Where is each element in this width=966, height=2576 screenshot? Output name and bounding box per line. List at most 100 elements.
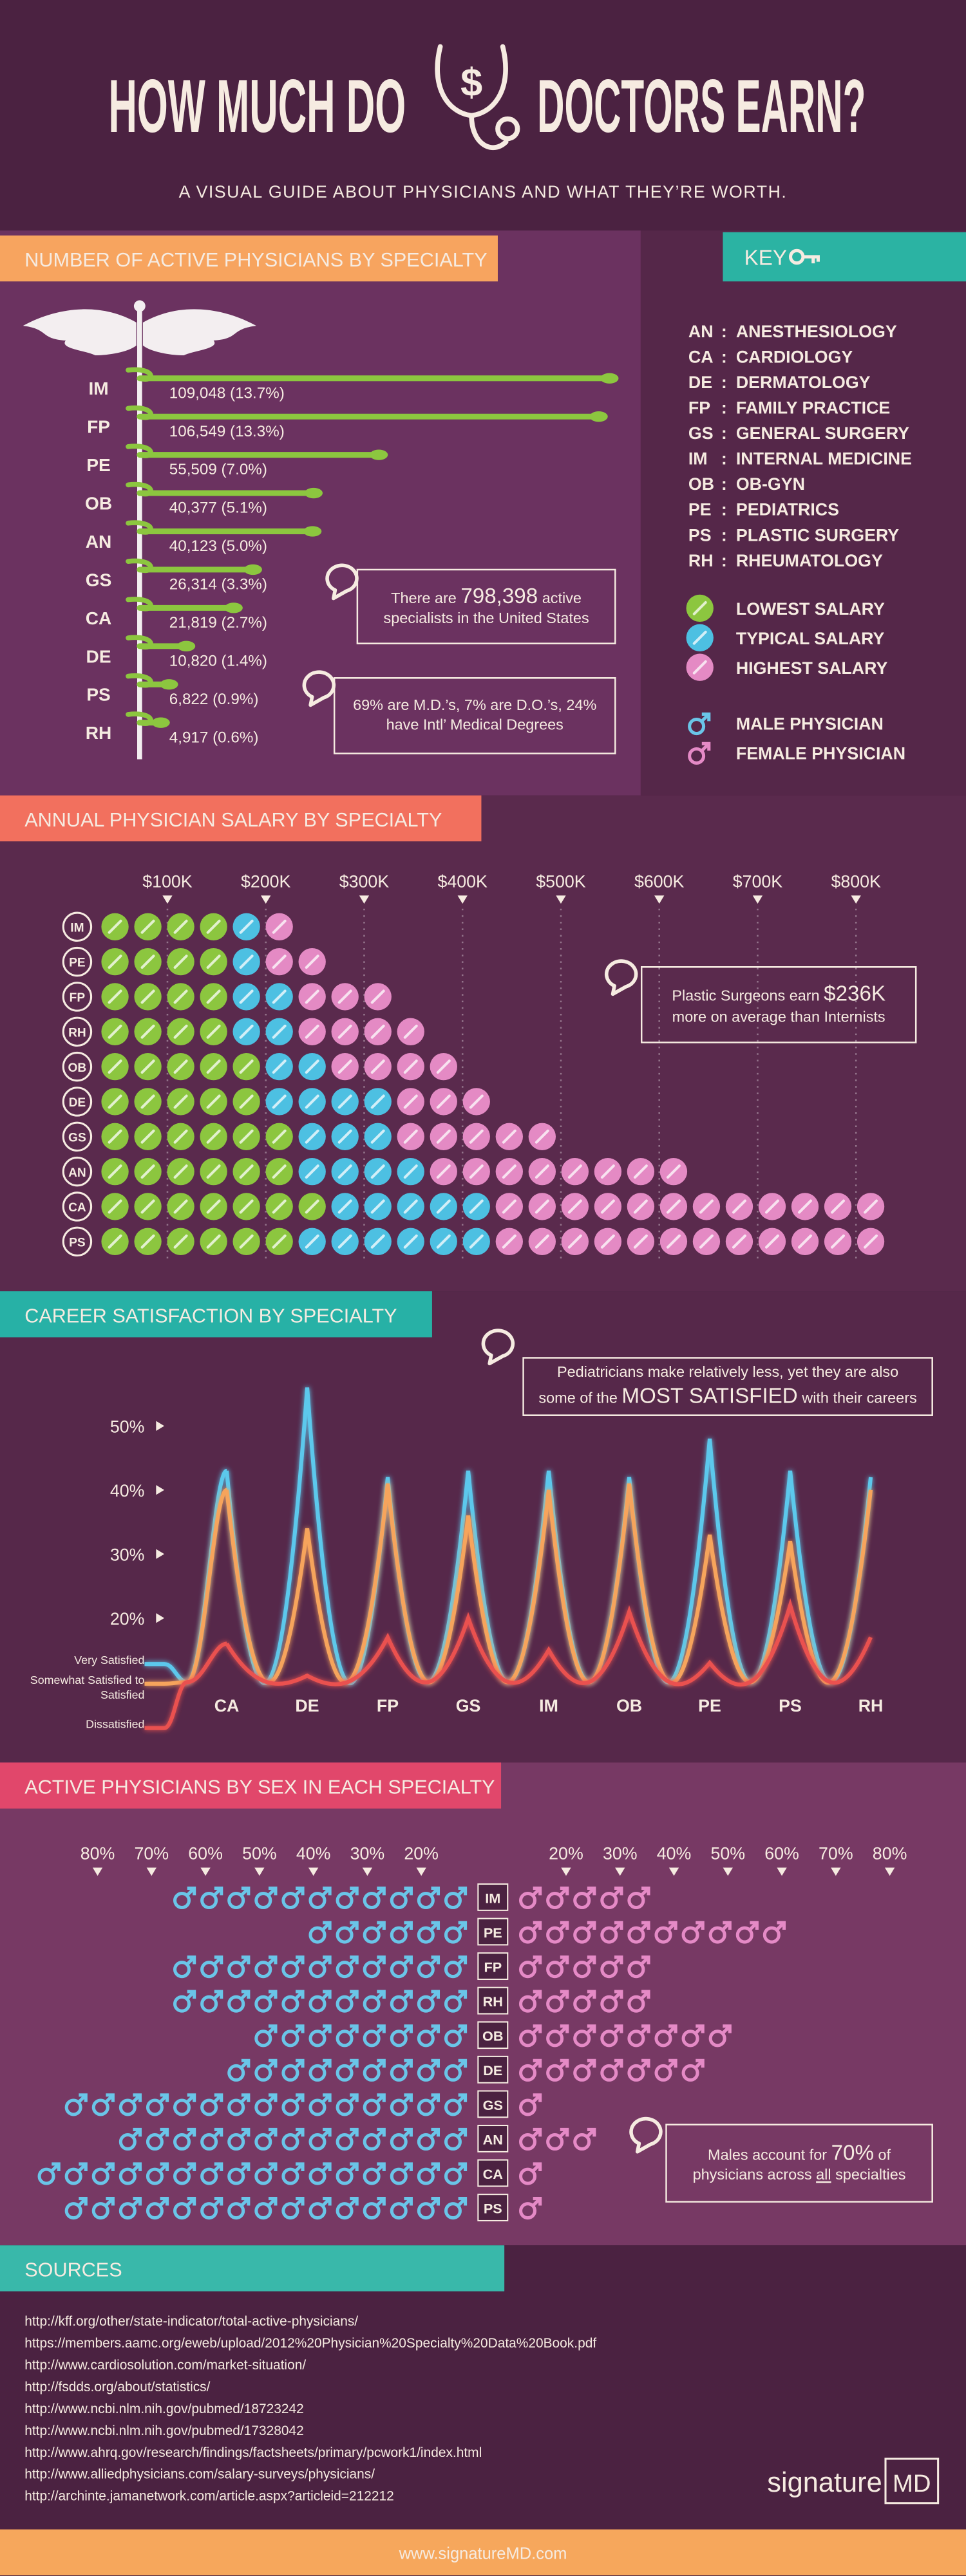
female-icon	[573, 2058, 596, 2082]
salary-dot-glyph	[140, 1059, 155, 1074]
male-icon-arrow	[457, 2127, 468, 2138]
male-icon-ring	[173, 1995, 191, 2013]
female-icon-ring	[573, 2064, 591, 2082]
salary-dot-glyph	[798, 1199, 812, 1214]
male-icon	[390, 2127, 413, 2151]
female-icon	[627, 1955, 650, 1979]
male-icon	[336, 2024, 359, 2048]
salary-dot-glyph	[108, 1024, 122, 1039]
female-icon-arrow	[558, 1955, 569, 1966]
salary-dots	[101, 1018, 227, 1045]
annotation-text: Males account for	[708, 2146, 831, 2163]
tick-mark	[615, 1867, 625, 1876]
category-label: AN	[68, 1166, 86, 1180]
salary-dots	[298, 1018, 424, 1045]
male-icon	[417, 2058, 440, 2082]
male-icon-ring	[363, 2030, 381, 2048]
male-icon	[146, 2196, 169, 2220]
male-icon-arrow	[104, 2093, 115, 2104]
key-code: AN	[688, 322, 714, 341]
key-separator: :	[721, 525, 727, 545]
series-label-text: Dissatisfied	[86, 1719, 145, 1731]
female-icon	[573, 1990, 596, 2013]
salary-dot-glyph	[403, 1164, 418, 1179]
salary-dot-glyph	[469, 1199, 484, 1214]
male-icon-arrow	[457, 2162, 468, 2173]
value-label: 55,509 (7.0%)	[169, 461, 267, 478]
male-icon-ring	[417, 1961, 435, 1979]
male-icon-ring	[417, 2167, 435, 2185]
bar-head	[303, 526, 322, 537]
male-icon-ring	[281, 2098, 299, 2116]
male-icon	[308, 2127, 332, 2151]
bar	[126, 673, 178, 690]
male-icon-arrow	[158, 2127, 169, 2138]
bar	[126, 405, 608, 422]
male-icon	[91, 2196, 115, 2220]
male-icon-arrow	[213, 1955, 223, 1966]
source-link: http://www.ahrq.gov/research/findings/fa…	[24, 2445, 482, 2460]
tick-mark	[416, 1867, 426, 1876]
salary-dot-glyph	[173, 1094, 188, 1109]
male-icon	[173, 1955, 196, 1979]
key-separator: :	[721, 500, 727, 519]
title: HOW MUCH DO	[108, 64, 406, 148]
male-icon	[417, 2093, 440, 2116]
female-icon-ring	[573, 2030, 591, 2048]
key-code: DE	[688, 373, 712, 392]
section-header	[0, 2245, 505, 2291]
salary-dot-glyph	[173, 1164, 188, 1179]
salary-dot-glyph	[370, 1059, 385, 1074]
male-icon-ring	[308, 2098, 327, 2116]
male-icon	[336, 1955, 359, 1979]
male-icon	[227, 2162, 251, 2185]
male-icon-arrow	[131, 2093, 142, 2104]
annotation-underline: all	[816, 2167, 831, 2184]
male-icon-arrow	[321, 1990, 332, 2001]
male-icon-ring	[200, 2098, 218, 2116]
female-icon-arrow	[612, 2058, 623, 2069]
salary-dot-glyph	[239, 1059, 254, 1074]
key-title: KEY	[744, 247, 787, 270]
male-icon-arrow	[402, 2162, 413, 2173]
salary-dot-glyph	[239, 1164, 254, 1179]
male-icon	[254, 1990, 278, 2013]
series-line	[225, 1598, 873, 1687]
female-icon	[627, 1990, 650, 2013]
male-icon-ring	[417, 2098, 435, 2116]
female-icons	[518, 1955, 650, 1979]
salary-dot-glyph	[272, 919, 287, 934]
x-tick-label: GS	[456, 1696, 481, 1715]
male-icon-arrow	[294, 2162, 305, 2173]
female-icon-ring	[600, 2064, 618, 2082]
male-icon	[444, 2024, 468, 2048]
male-icon	[417, 1886, 440, 1910]
female-icon	[708, 2024, 732, 2048]
male-icon-arrow	[375, 2127, 386, 2138]
male-icon-arrow	[402, 1990, 413, 2001]
female-icon-arrow	[531, 2024, 542, 2035]
male-icons	[64, 2093, 468, 2116]
female-icons	[518, 2058, 705, 2082]
y-tick-label: 50%	[110, 1417, 145, 1436]
male-icon-ring	[118, 2098, 137, 2116]
male-icon-ring	[200, 1961, 218, 1979]
male-icon-arrow	[348, 2093, 359, 2104]
male-icon-ring	[444, 2133, 462, 2151]
salary-dot-glyph	[206, 1234, 221, 1249]
male-icon-arrow	[131, 2162, 142, 2173]
x-tick-label: $500K	[536, 872, 586, 891]
legend-label: FEMALE PHYSICIAN	[736, 744, 905, 763]
male-icon	[444, 2058, 468, 2082]
legend-label: TYPICAL SALARY	[736, 629, 885, 648]
speech-bubble	[325, 563, 359, 601]
male-icon-arrow	[402, 1955, 413, 1966]
annotation-text: specialties	[831, 2167, 906, 2184]
salary-dot-glyph	[305, 1164, 319, 1179]
male-icon-arrow	[321, 2127, 332, 2138]
male-icon	[417, 2024, 440, 2048]
female-icon	[518, 2093, 542, 2116]
female-icon-ring	[546, 2030, 564, 2048]
legend-swatch	[688, 712, 711, 736]
male-icon	[308, 2024, 332, 2048]
